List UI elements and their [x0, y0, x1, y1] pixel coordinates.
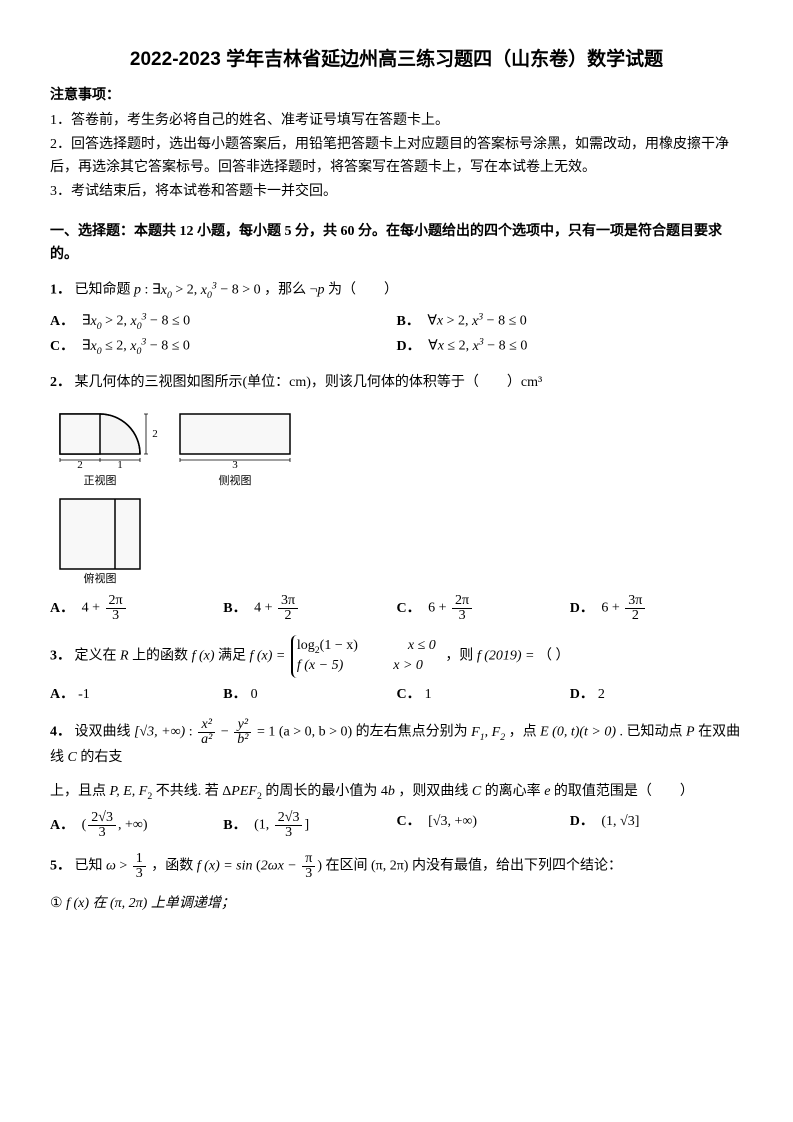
svg-text:俯视图: 俯视图 [84, 571, 117, 584]
q1-num: 1． [50, 283, 71, 298]
svg-text:1: 1 [117, 459, 123, 471]
question-5: 5． 已知 ω > 13 ，函数 f (x) = sin (2ωx − π3) … [50, 852, 743, 881]
question-3: 3． 定义在 R 上的函数 f (x) 满足 f (x) = log2(1 − … [50, 635, 743, 678]
q3-opt-d: D．2 [570, 684, 743, 706]
question-4-line2: 上，且点 P, E, F2 不共线. 若 ΔPEF2 的周长的最小值为 4b ，… [50, 781, 743, 804]
q3-opt-a: A．-1 [50, 684, 223, 706]
q2-num: 2． [50, 375, 71, 390]
q4-opt-a: A． (2√33, +∞) [50, 811, 223, 840]
q3-opt-b: B．0 [223, 684, 396, 706]
q2-opt-b: B． 4 + 3π2 [223, 594, 396, 623]
q1-g2: > 2, [175, 283, 200, 298]
question-2: 2． 某几何体的三视图如图所示(单位：cm)，则该几何体的体积等于（ ）cm³ [50, 372, 743, 394]
q1-opt-a: A． ∃x0 > 2, x03 − 8 ≤ 0 [50, 309, 397, 334]
q2-opt-a: A． 4 + 2π3 [50, 594, 223, 623]
svg-text:2: 2 [152, 428, 158, 440]
q1-colon: : ∃ [145, 283, 161, 298]
exam-title: 2022-2023 学年吉林省延边州高三练习题四（山东卷）数学试题 [50, 45, 743, 75]
q1-wei: 为（ ） [328, 283, 398, 298]
q1-opt-c: C． ∃x0 ≤ 2, x03 − 8 ≤ 0 [50, 334, 397, 359]
q1-post: ，那么 ¬ [264, 283, 317, 298]
notice-2: 2．回答选择题时，选出每小题答案后，用铅笔把答题卡上对应题目的答案标号涂黑，如需… [50, 134, 743, 179]
question-1: 1． 已知命题 p : ∃x0 > 2, x03 − 8 > 0 ，那么 ¬p … [50, 278, 743, 303]
q4-opt-d: D． (1, √3] [570, 811, 743, 840]
q1-m8: − 8 > 0 [220, 283, 260, 298]
q2-opt-c: C． 6 + 2π3 [397, 594, 570, 623]
q4-opt-c: C． [√3, +∞) [397, 811, 570, 840]
q4-num: 4． [50, 725, 71, 740]
svg-text:正视图: 正视图 [84, 473, 117, 487]
q2-options: A． 4 + 2π3 B． 4 + 3π2 C． 6 + 2π3 D． 6 + … [50, 594, 743, 623]
q1-opt-d: D． ∀x ≤ 2, x3 − 8 ≤ 0 [397, 334, 744, 359]
q1-p: p [134, 283, 141, 298]
q2-text: 某几何体的三视图如图所示(单位：cm)，则该几何体的体积等于（ ）cm³ [75, 375, 543, 390]
q3-options: A．-1 B．0 C．1 D．2 [50, 684, 743, 706]
q2-figure: 2 1 正视图 3 侧视图 2 俯视图 [50, 404, 743, 584]
notice-header: 注意事项： [50, 85, 743, 107]
svg-text:侧视图: 侧视图 [219, 473, 252, 487]
q1-options: A． ∃x0 > 2, x03 − 8 ≤ 0 B． ∀x > 2, x3 − … [50, 309, 743, 359]
q3-num: 3． [50, 648, 71, 663]
q4-opt-b: B． (1, 2√33] [223, 811, 396, 840]
notice-3: 3．考试结束后，将本试卷和答题卡一并交回。 [50, 181, 743, 203]
q4-options: A． (2√33, +∞) B． (1, 2√33] C． [√3, +∞) D… [50, 811, 743, 840]
svg-text:3: 3 [232, 459, 238, 471]
q5-num: 5． [50, 859, 71, 874]
q3-opt-c: C．1 [397, 684, 570, 706]
q5-conclusion-1: ① f (x) 在 (π, 2π) 上单调递增； [50, 893, 743, 915]
q1-opt-b: B． ∀x > 2, x3 − 8 ≤ 0 [397, 309, 744, 334]
q2-opt-d: D． 6 + 3π2 [570, 594, 743, 623]
question-4: 4． 设双曲线 [√3, +∞) : x²a² − y²b² = 1 (a > … [50, 718, 743, 769]
notice-1: 1．答卷前，考生务必将自己的姓名、准考证号填写在答题卡上。 [50, 110, 743, 132]
section-1-title: 一、选择题：本题共 12 小题，每小题 5 分，共 60 分。在每小题给出的四个… [50, 221, 743, 266]
q1-pre: 已知命题 [75, 283, 135, 298]
q3-brace: log2(1 − x)x ≤ 0 f (x − 5)x > 0 [291, 635, 440, 678]
svg-text:2: 2 [77, 459, 83, 471]
